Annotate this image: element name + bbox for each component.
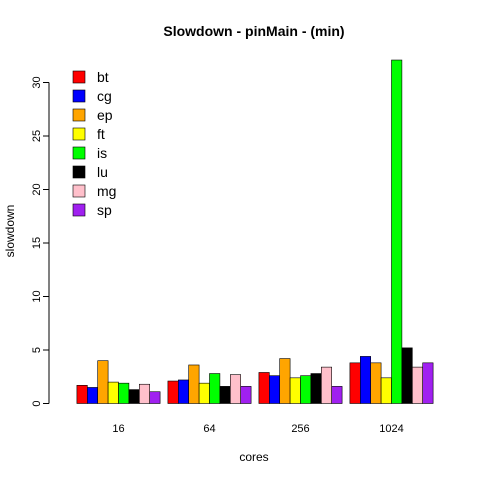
bar-lu-256 <box>310 373 322 404</box>
legend-swatch-mg <box>72 184 86 198</box>
bar-ft-1024 <box>380 377 392 404</box>
legend-swatch-lu <box>72 165 86 179</box>
legend: bt cg ep ft is lu mg sp <box>72 69 116 218</box>
bar-is-256 <box>300 375 312 404</box>
bar-mg-64 <box>230 374 242 404</box>
bar-sp-16 <box>149 391 161 404</box>
bar-cg-16 <box>87 387 99 404</box>
bars <box>76 59 434 404</box>
y-axis-label: slowdown <box>3 205 17 258</box>
bar-ep-256 <box>279 358 291 404</box>
bar-cg-64 <box>178 379 190 404</box>
bar-lu-16 <box>128 389 140 404</box>
legend-label-bt: bt <box>97 69 109 85</box>
bar-sp-64 <box>240 386 252 404</box>
legend-swatch-ep <box>72 108 86 122</box>
bar-bt-16 <box>76 385 88 404</box>
bar-is-1024 <box>391 59 403 404</box>
y-tick-label: 20 <box>31 183 43 195</box>
bar-ep-16 <box>97 360 109 404</box>
bar-ft-64 <box>198 382 210 404</box>
legend-label-is: is <box>97 145 107 161</box>
y-tick-label: 10 <box>31 290 43 302</box>
y-tick-label: 25 <box>31 130 43 142</box>
chart-title: Slowdown - pinMain - (min) <box>163 23 344 39</box>
bar-ft-16 <box>107 381 119 404</box>
bar-ep-64 <box>188 364 200 404</box>
bar-mg-1024 <box>411 366 423 404</box>
x-tick-label: 64 <box>203 423 215 435</box>
bar-cg-256 <box>268 375 280 404</box>
bar-bt-256 <box>258 372 270 404</box>
y-tick-label: 0 <box>31 400 43 406</box>
bar-mg-16 <box>139 383 151 404</box>
legend-swatch-sp <box>72 203 86 217</box>
legend-swatch-is <box>72 146 86 160</box>
legend-label-ep: ep <box>97 107 113 123</box>
legend-label-lu: lu <box>97 164 108 180</box>
y-tick-label: 15 <box>31 237 43 249</box>
bar-bt-1024 <box>349 362 361 404</box>
bar-sp-1024 <box>422 362 434 404</box>
x-tick-label: 16 <box>112 423 124 435</box>
legend-swatch-cg <box>72 89 86 103</box>
x-tick-label: 256 <box>291 423 309 435</box>
bar-sp-256 <box>331 386 343 404</box>
bar-bt-64 <box>167 380 179 404</box>
legend-label-sp: sp <box>97 202 112 218</box>
bar-is-64 <box>209 373 221 404</box>
bar-ep-1024 <box>370 362 382 404</box>
bar-lu-1024 <box>401 347 413 404</box>
bar-ft-256 <box>289 377 301 404</box>
y-tick-label: 5 <box>31 347 43 353</box>
y-tick-label: 30 <box>31 76 43 88</box>
legend-swatch-ft <box>72 127 86 141</box>
x-tick-label: 1024 <box>379 423 403 435</box>
bar-lu-64 <box>219 386 231 404</box>
legend-swatch-bt <box>72 70 86 84</box>
bar-mg-256 <box>320 366 332 404</box>
bar-cg-1024 <box>359 356 371 404</box>
legend-label-mg: mg <box>97 183 116 199</box>
bar-is-16 <box>118 382 130 404</box>
x-axis-ticks: 16 64 256 1024 <box>112 423 403 435</box>
y-axis: 0 5 10 15 20 25 30 <box>31 76 50 407</box>
legend-label-cg: cg <box>97 88 112 104</box>
legend-label-ft: ft <box>97 126 105 142</box>
x-axis-label: cores <box>239 450 268 464</box>
